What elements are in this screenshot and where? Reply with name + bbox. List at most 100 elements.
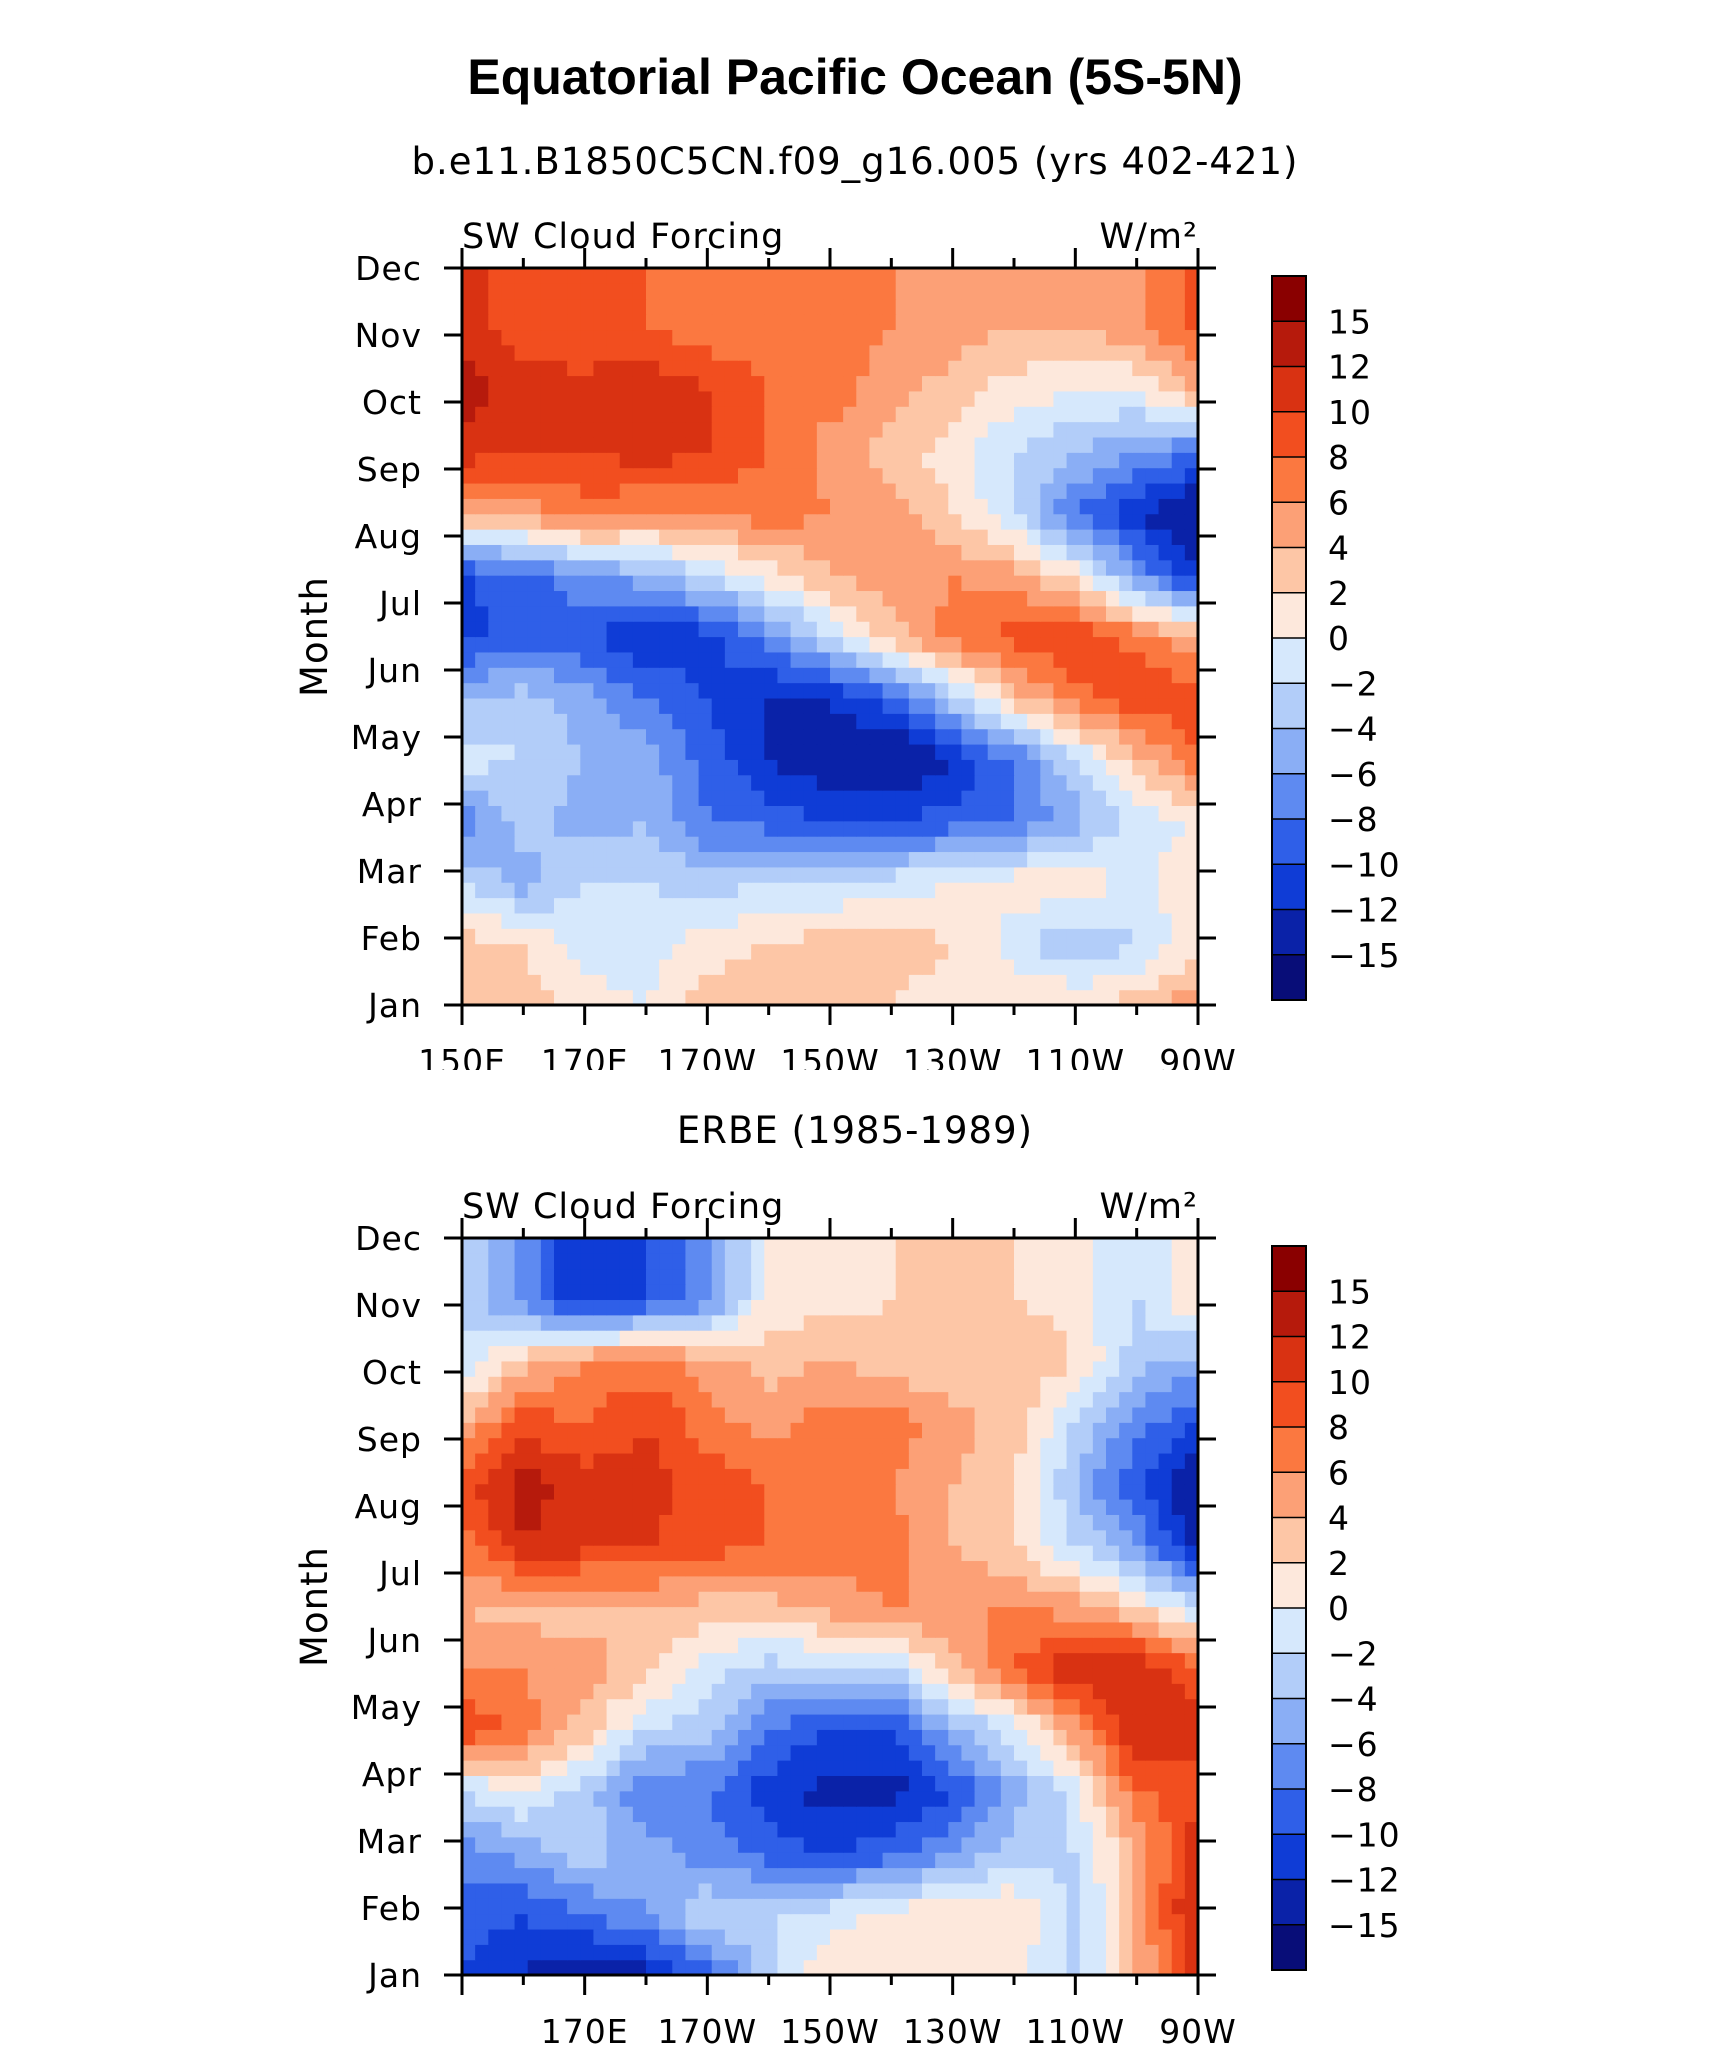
heatmap-cell	[1145, 1882, 1160, 1899]
heatmap-cell	[764, 621, 779, 638]
heatmap-cell	[948, 1898, 963, 1915]
heatmap-cell	[803, 360, 818, 377]
heatmap-cell	[567, 1683, 581, 1700]
heatmap-cell	[1000, 1944, 1015, 1961]
heatmap-cell	[948, 866, 963, 883]
heatmap-cell	[1079, 774, 1094, 791]
heatmap-cell	[935, 1529, 949, 1546]
heatmap-cell	[856, 529, 871, 545]
heatmap-cell	[1158, 1683, 1173, 1700]
heatmap-cell	[527, 1944, 542, 1961]
heatmap-cell	[580, 283, 595, 300]
heatmap-cell	[1158, 329, 1173, 346]
heatmap-cell	[738, 1744, 752, 1761]
heatmap-cell	[843, 912, 857, 929]
heatmap-cell	[606, 621, 621, 638]
heatmap-cell	[777, 314, 792, 331]
heatmap-cell	[816, 283, 831, 300]
heatmap-cell	[961, 467, 976, 484]
heatmap-cell	[803, 866, 818, 883]
heatmap-cell	[567, 882, 581, 899]
heatmap-cell	[606, 498, 621, 515]
heatmap-cell	[672, 728, 687, 745]
heatmap-cell	[816, 866, 831, 883]
heatmap-cell	[1132, 1637, 1147, 1654]
heatmap-cell	[488, 1867, 503, 1884]
heatmap-cell	[1040, 1821, 1055, 1838]
heatmap-cell	[659, 651, 673, 668]
heatmap-cell	[567, 1852, 581, 1869]
heatmap-cell	[659, 1806, 673, 1823]
heatmap-cell	[1066, 897, 1081, 914]
heatmap-cell	[961, 1391, 976, 1408]
heatmap-cell	[632, 1898, 647, 1915]
heatmap-cell	[527, 529, 542, 545]
heatmap-cell	[856, 1959, 871, 1976]
heatmap-cell	[606, 329, 621, 346]
heatmap-cell	[1040, 636, 1055, 653]
heatmap-cell	[501, 1483, 516, 1500]
heatmap-cell	[501, 1913, 516, 1930]
heatmap-cell	[619, 1606, 634, 1623]
heatmap-cell	[1092, 1806, 1107, 1823]
heatmap-cell	[1040, 1437, 1055, 1454]
heatmap-cell	[738, 682, 752, 699]
heatmap-cell	[685, 1652, 700, 1669]
heatmap-cell	[1000, 928, 1015, 945]
heatmap-cell	[856, 1944, 871, 1961]
heatmap-cell	[632, 1391, 647, 1408]
heatmap-cell	[777, 1821, 792, 1838]
heatmap-cell	[1053, 1775, 1068, 1792]
heatmap-cell	[922, 928, 936, 945]
heatmap-cell	[646, 375, 660, 392]
heatmap-cell	[1171, 1529, 1186, 1546]
heatmap-cell	[554, 1437, 568, 1454]
heatmap-cell	[488, 713, 503, 730]
heatmap-cell	[554, 820, 568, 837]
heatmap-cell	[948, 1729, 963, 1746]
heatmap-cell	[567, 958, 581, 975]
y-tick-label: Jul	[377, 584, 422, 623]
heatmap-cell	[882, 1928, 897, 1945]
heatmap-cell	[803, 759, 818, 776]
heatmap-cell	[462, 651, 476, 668]
heatmap-cell	[1092, 1437, 1107, 1454]
heatmap-cell	[974, 559, 989, 576]
heatmap-cell	[1158, 1790, 1173, 1807]
heatmap-cell	[922, 1790, 936, 1807]
heatmap-cell	[816, 344, 831, 361]
heatmap-cell	[922, 329, 936, 346]
heatmap-cell	[1027, 406, 1041, 423]
heatmap-cell	[514, 452, 529, 469]
heatmap-cell	[462, 943, 476, 960]
heatmap-cell	[514, 314, 529, 331]
heatmap-cell	[462, 667, 476, 684]
heatmap-cell	[475, 329, 489, 346]
heatmap-cell	[830, 375, 844, 392]
heatmap-cell	[593, 728, 608, 745]
heatmap-cell	[1106, 1698, 1120, 1715]
heatmap-cell	[514, 1452, 529, 1469]
heatmap-cell	[646, 421, 660, 438]
heatmap-cell	[974, 1483, 989, 1500]
heatmap-cell	[751, 298, 765, 315]
heatmap-cell	[790, 897, 805, 914]
heatmap-cell	[554, 621, 568, 638]
heatmap-cell	[830, 667, 844, 684]
heatmap-cell	[1092, 882, 1107, 899]
heatmap-cell	[751, 651, 765, 668]
heatmap-cell	[935, 1560, 949, 1577]
heatmap-cell	[672, 513, 687, 530]
heatmap-cell	[961, 667, 976, 684]
heatmap-cell	[488, 882, 503, 899]
heatmap-cell	[987, 1667, 1002, 1684]
heatmap-cell	[777, 805, 792, 822]
heatmap-cell	[1014, 1621, 1028, 1638]
heatmap-cell	[580, 851, 595, 868]
heatmap-cell	[738, 1683, 752, 1700]
heatmap-cell	[843, 1575, 857, 1592]
heatmap-cell	[501, 897, 516, 914]
heatmap-cell	[501, 529, 516, 545]
heatmap-cell	[646, 1775, 660, 1792]
heatmap-cell	[738, 1468, 752, 1485]
